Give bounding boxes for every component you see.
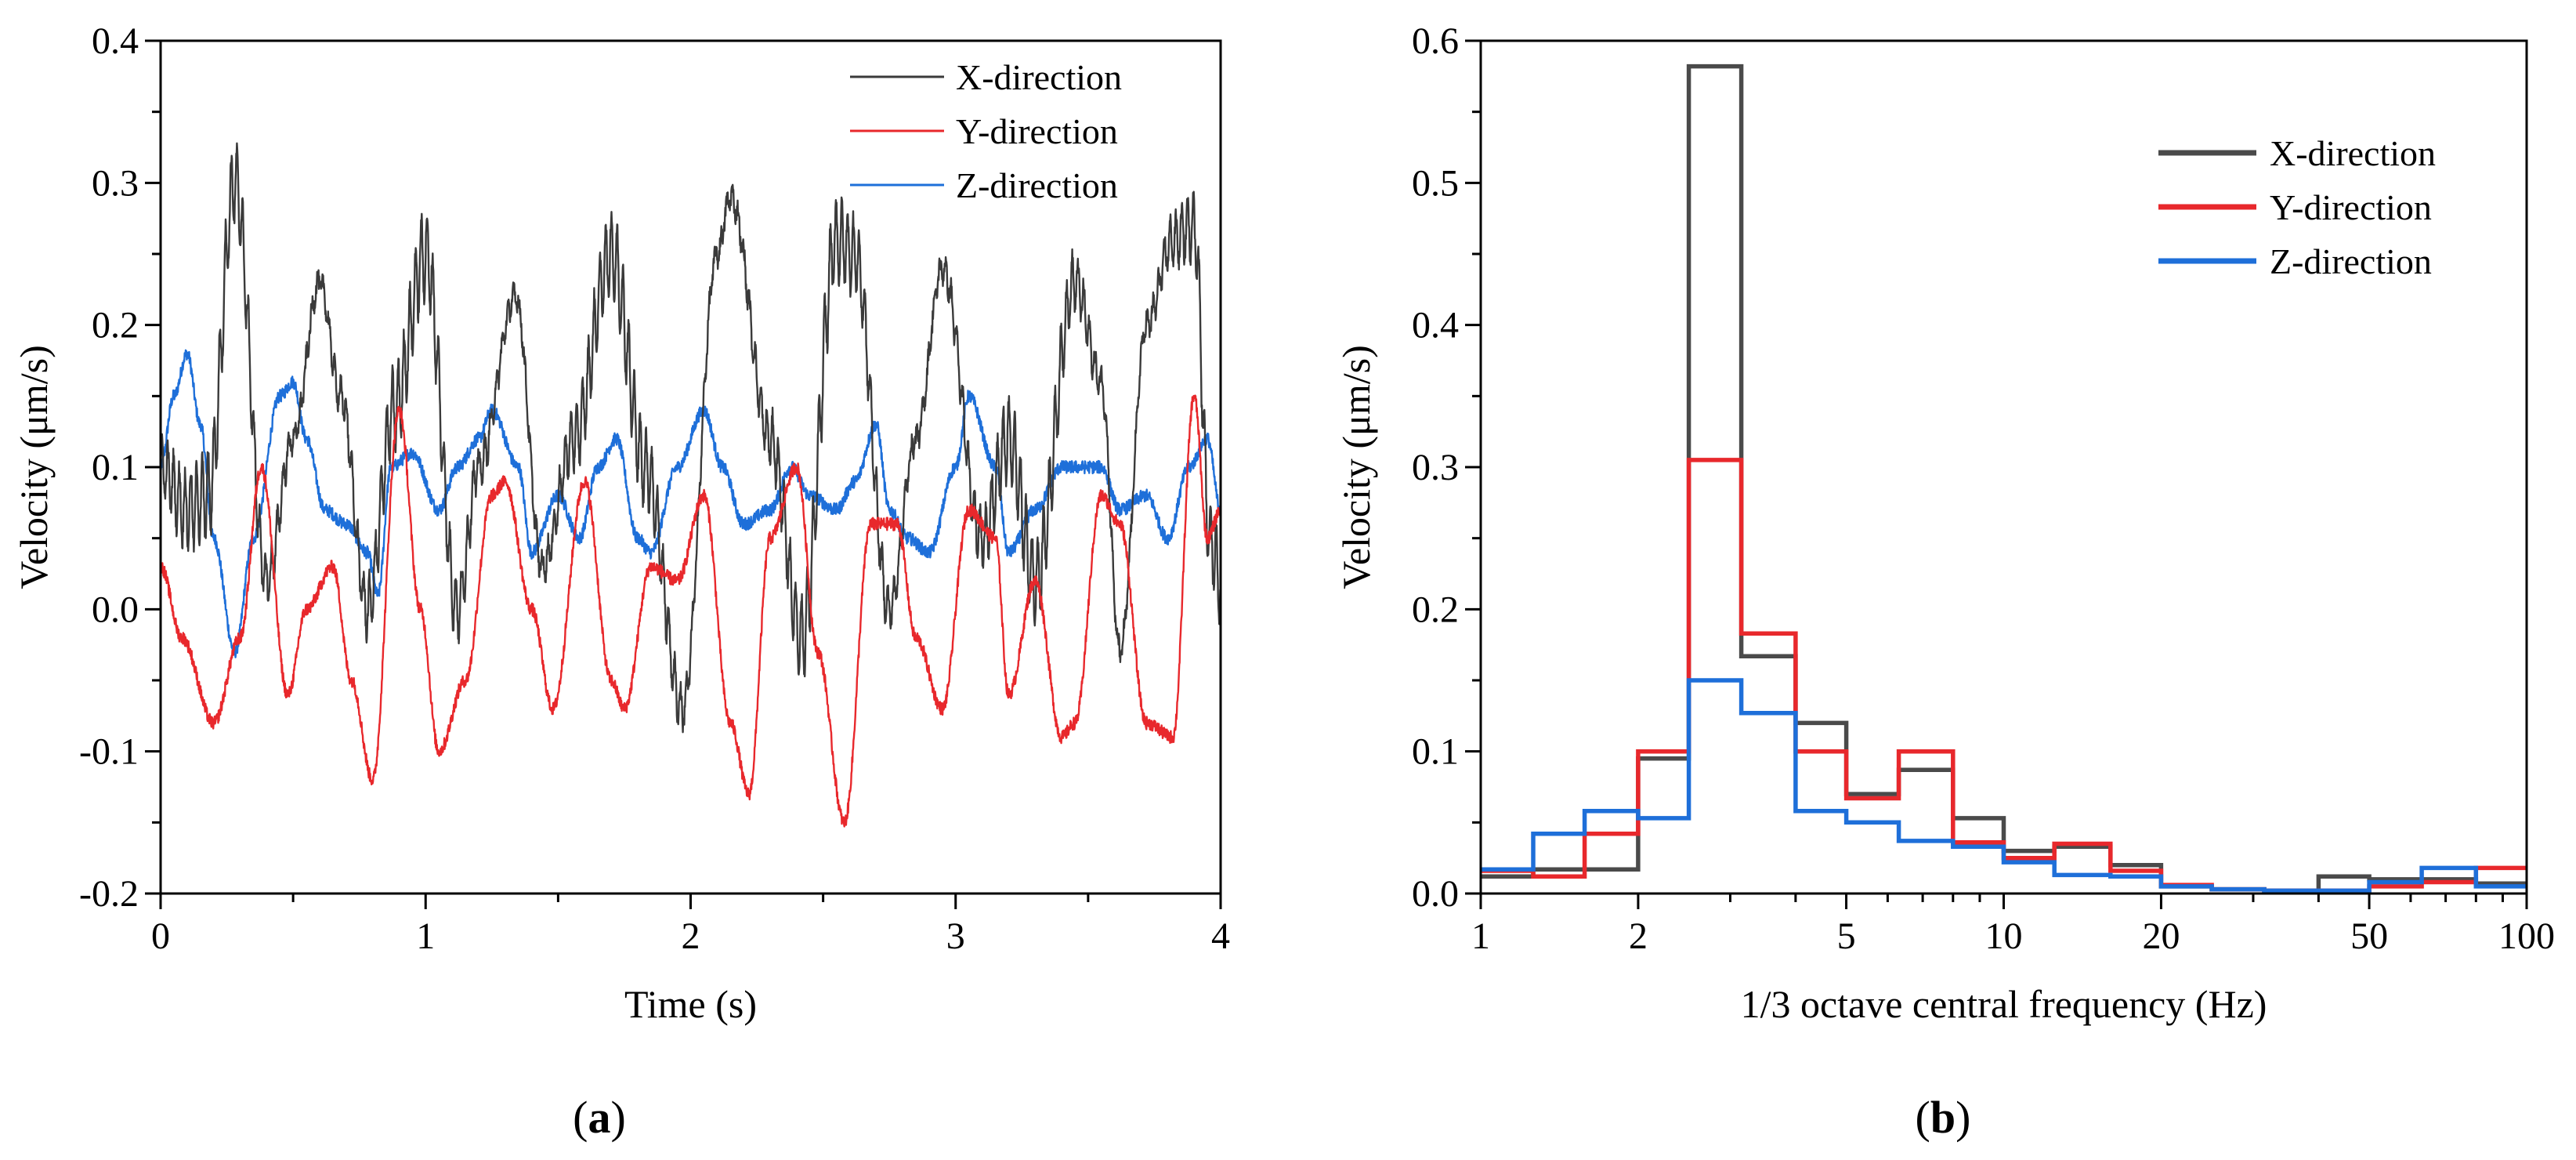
b-y-tick-label: 0.6: [1412, 20, 1459, 62]
a-x-tick-label: 0: [151, 915, 170, 957]
a-panel-label-open: (: [573, 1092, 588, 1143]
panel-a-line-chart: 0 1 2 3 4 -0.2 -0.1 0.0 0.1 0.2 0.3 0.4 Time (s) V…: [12, 20, 1230, 1143]
b-y-tick-label: 0.4: [1412, 305, 1459, 346]
a-y-tick-label: 0.1: [92, 447, 139, 488]
a-x-tick-label: 4: [1211, 915, 1230, 957]
b-tick-marks: [1465, 39, 2528, 909]
a-x-tick-label: 1: [416, 915, 435, 957]
b-x-tick-label: 50: [2350, 915, 2388, 957]
a-x-axis-title: Time (s): [624, 982, 757, 1026]
a-y-tick-label: -0.2: [79, 873, 139, 915]
a-x-tick-label: 3: [946, 915, 965, 957]
b-y-tick-label: 0.3: [1412, 447, 1459, 488]
b-panel-label: (b): [1916, 1092, 1971, 1143]
b-x-tick-label: 100: [2498, 915, 2555, 957]
a-panel-label: (a): [573, 1092, 626, 1143]
b-x-tick-label: 20: [2142, 915, 2180, 957]
a-series-group: [161, 142, 1221, 828]
a-plot-frame: [159, 39, 1222, 895]
a-legend-label-z: Z-direction: [956, 165, 1118, 205]
b-x-tick-label: 2: [1629, 915, 1648, 957]
b-legend-label-x: X-direction: [2270, 133, 2436, 173]
b-panel-label-close: ): [1956, 1092, 1970, 1143]
b-series-step-z-direction: [1481, 678, 2527, 894]
a-series-line-x-direction: [161, 142, 1221, 734]
b-panel-label-open: (: [1916, 1092, 1930, 1143]
b-panel-label-letter: b: [1930, 1092, 1956, 1143]
b-plot-frame: [1479, 39, 2528, 895]
b-y-tick-label: 0.5: [1412, 162, 1459, 204]
a-x-tick-label: 2: [682, 915, 700, 957]
a-legend-label-y: Y-direction: [956, 111, 1118, 151]
b-x-tick-label: 1: [1471, 915, 1490, 957]
b-y-tick-labels: 0.0 0.1 0.2 0.3 0.4 0.5 0.6: [1412, 20, 1459, 915]
a-series-line-y-direction: [161, 394, 1221, 828]
b-y-tick-label: 0.2: [1412, 589, 1459, 630]
a-y-tick-label: 0.3: [92, 162, 139, 204]
b-y-axis-title: Velocity (μm/s): [1334, 345, 1378, 589]
b-x-axis-title: 1/3 octave central frequency (Hz): [1741, 982, 2267, 1026]
a-y-tick-label: -0.1: [79, 731, 139, 773]
b-series-group: [1481, 63, 2527, 894]
b-y-tick-label: 0.0: [1412, 873, 1459, 915]
b-x-tick-label: 10: [1985, 915, 2023, 957]
b-legend-label-y: Y-direction: [2270, 187, 2432, 227]
b-x-tick-label: 5: [1837, 915, 1856, 957]
a-y-tick-label: 0.2: [92, 305, 139, 346]
a-panel-label-close: ): [611, 1092, 626, 1143]
b-legend: X-direction Y-direction Z-direction: [2158, 133, 2436, 281]
a-y-axis-title: Velocity (μm/s): [12, 345, 56, 589]
a-y-tick-label: 0.4: [92, 20, 139, 62]
a-panel-label-letter: a: [588, 1092, 611, 1143]
b-legend-label-z: Z-direction: [2270, 241, 2432, 281]
panel-b-step-chart: 1 2 5 10 20 50 100 0.0 0.1 0.2 0.3 0.4 0.5 0.6 1/3 o…: [1334, 20, 2555, 1143]
a-series-line-z-direction: [161, 349, 1221, 658]
a-legend-label-x: X-direction: [956, 57, 1122, 97]
b-y-tick-label: 0.1: [1412, 731, 1459, 773]
a-y-tick-label: 0.0: [92, 589, 139, 630]
b-x-tick-labels: 1 2 5 10 20 50 100: [1471, 915, 2555, 957]
a-tick-marks: [145, 39, 1222, 909]
a-y-tick-labels: -0.2 -0.1 0.0 0.1 0.2 0.3 0.4: [79, 20, 139, 915]
a-x-tick-labels: 0 1 2 3 4: [151, 915, 1230, 957]
a-legend: X-direction Y-direction Z-direction: [850, 57, 1122, 205]
